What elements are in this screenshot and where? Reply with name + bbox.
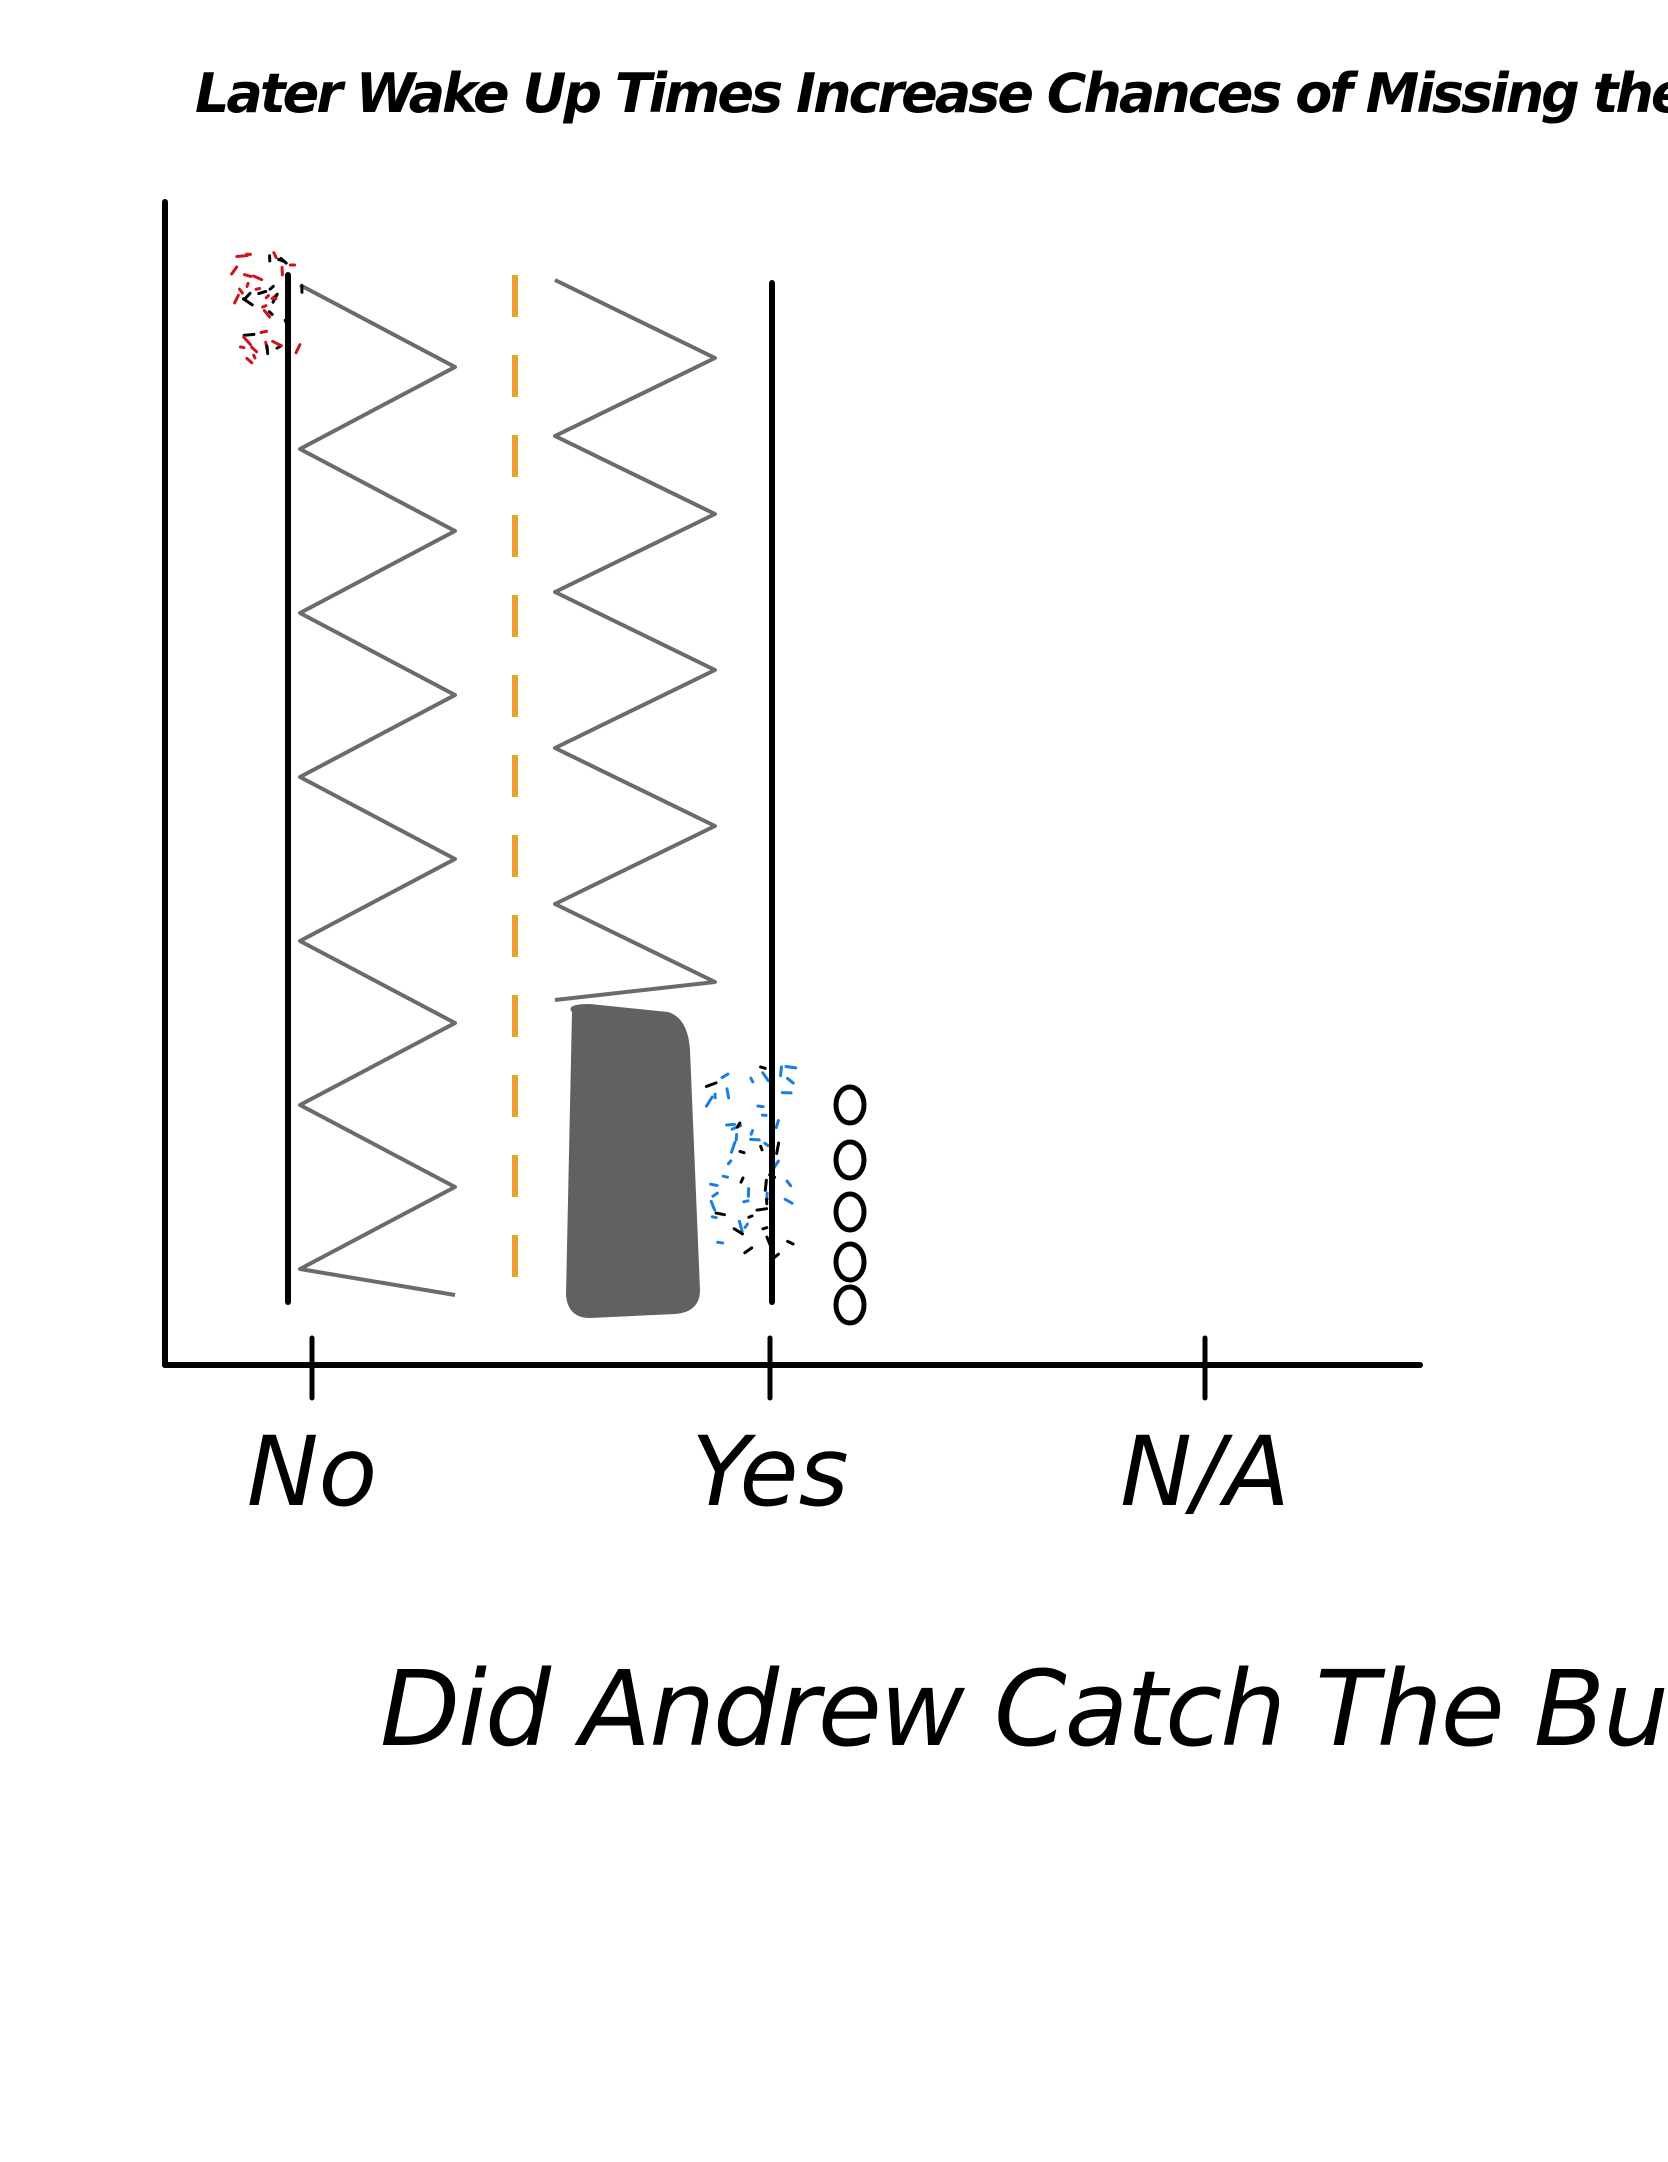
- hatch-scribble-right: [555, 280, 715, 1000]
- speckle-red: [232, 253, 302, 363]
- x-tick-labels: No Yes N/A: [247, 1416, 1290, 1528]
- solid-bar-block: [566, 1004, 700, 1318]
- annotation-circle-3: [836, 1244, 864, 1280]
- x-tick-label-1: Yes: [691, 1416, 848, 1528]
- speckle-blue: [706, 1066, 795, 1258]
- x-tick-label-0: No: [247, 1416, 378, 1528]
- chart-title: Later Wake Up Times Increase Chances of …: [195, 62, 1668, 125]
- annotation-circle-0: [836, 1087, 864, 1123]
- x-axis-label: Did Andrew Catch The Bus?: [380, 1648, 1668, 1770]
- annotation-circle-2: [836, 1194, 864, 1230]
- x-tick-label-2: N/A: [1120, 1416, 1290, 1528]
- annotation-circle-1: [836, 1142, 864, 1178]
- bars: [566, 1004, 700, 1318]
- hatch-scribble-left: [300, 285, 455, 1295]
- annotation-circles: [836, 1087, 864, 1323]
- annotation-circle-4: [836, 1287, 864, 1323]
